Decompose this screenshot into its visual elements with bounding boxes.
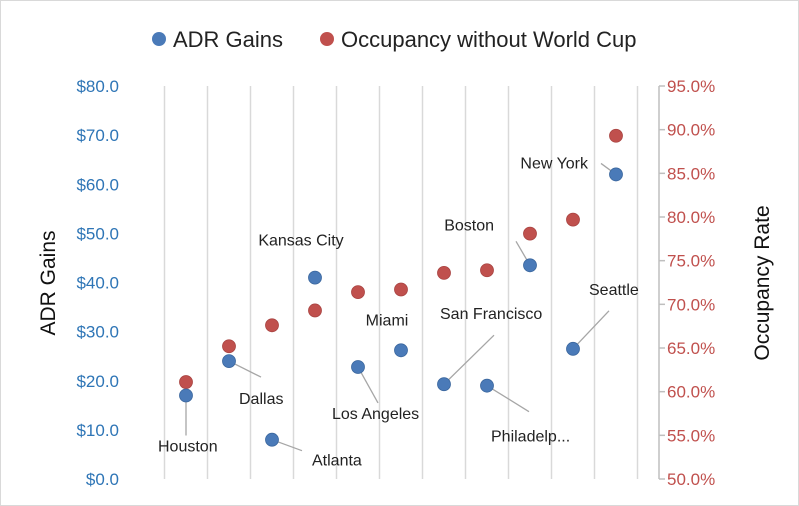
occupancy-point [480,263,494,278]
adr-point [609,167,623,182]
y-right-tick-label: 50.0% [667,470,715,489]
occupancy-point [179,375,193,389]
y-left-tick-label: $20.0 [76,372,119,391]
axes: $0.0 $10.0 $20.0 $30.0 $40.0 $50.0 $60.0 $70.0 $… [37,77,774,489]
adr-point [394,343,408,358]
y-right-tick-label: 80.0% [667,208,715,227]
y-right-tick-label: 95.0% [667,77,715,96]
y-right-tick-label: 55.0% [667,426,715,445]
adr-point-label: New York [520,155,589,172]
occupancy-point [265,318,279,333]
y-right-tick-label: 85.0% [667,164,715,183]
y-right-tick-label: 90.0% [667,121,715,140]
y-left-tick-label: $30.0 [76,323,119,342]
legend-marker [152,32,166,46]
adr-point [222,354,236,369]
adr-point-label: Dallas [239,391,283,408]
y-left-tick-label: $70.0 [76,126,119,145]
adr-point-label: Boston [444,217,494,234]
legend: ADR Gains Occupancy without World Cup [152,27,637,52]
legend-label: Occupancy without World Cup [341,27,637,52]
adr-point-label: Los Angeles [332,406,419,423]
y-right-tick-label: 65.0% [667,339,715,358]
adr-point-label: Atlanta [312,453,362,470]
gridlines [163,86,639,479]
y-left-tick-label: $10.0 [76,421,119,440]
legend-label: ADR Gains [173,27,283,52]
label-leader-line [572,310,610,350]
legend-marker [320,32,334,46]
y-left-tick-label: $80.0 [76,77,119,96]
adr-point-label: Miami [366,312,409,329]
y-left-axis-title: ADR Gains [37,230,60,335]
y-left-tick-label: $60.0 [76,175,119,194]
y-right-axis-title: Occupancy Rate [751,205,774,360]
point-labels: Houston Dallas Atlanta Kansas City Los Angel… [158,155,639,469]
occupancy-point [437,265,451,280]
occupancy-point [523,226,537,241]
y-left-tick-label: $40.0 [76,274,119,293]
adr-point [265,432,279,447]
adr-point [351,360,365,374]
occupancy-point [351,285,365,300]
data-points [179,128,623,447]
adr-point [179,388,193,403]
adr-point [566,341,580,356]
occupancy-point [394,282,408,297]
occupancy-point [308,303,322,318]
occupancy-point [566,212,580,227]
label-leader-line [443,334,495,385]
adr-point-label: Philadelp... [491,429,570,446]
adr-point-label: Seattle [589,282,639,299]
adr-point-label: Kansas City [258,233,343,250]
y-right-tick-label: 60.0% [667,383,715,402]
occupancy-point [222,339,236,354]
adr-point [480,378,494,393]
occupancy-point [609,128,623,143]
y-left-tick-label: $50.0 [76,224,119,243]
y-right-tick-label: 75.0% [667,252,715,271]
adr-point [308,270,322,285]
adr-point-label: Houston [158,438,218,455]
adr-point [523,258,537,273]
adr-point-label: San Francisco [440,306,542,323]
adr-point [437,377,451,392]
y-left-tick-label: $0.0 [86,470,119,489]
y-right-tick-label: 70.0% [667,295,715,314]
label-leader-line [486,385,530,413]
